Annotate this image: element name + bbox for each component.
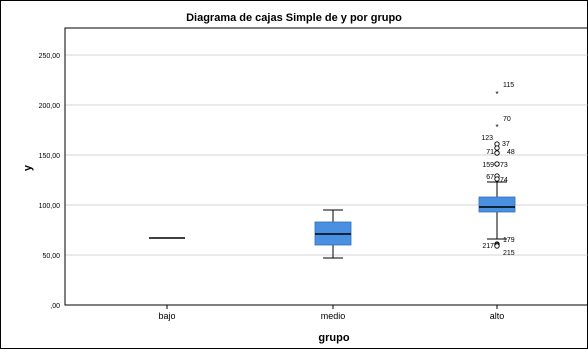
y-tick-label: ,00 <box>50 303 60 310</box>
outlier-star: * <box>495 90 498 99</box>
chart-title: Diagrama de cajas Simple de y por grupo <box>186 12 402 24</box>
box-iqr <box>478 196 516 213</box>
outlier-circle <box>494 176 500 182</box>
x-tick-label: alto <box>490 311 505 321</box>
outlier-circle <box>494 161 500 167</box>
outlier-circle <box>494 145 500 151</box>
x-axis-label: grupo <box>318 332 349 344</box>
outlier-label: 215 <box>503 250 515 257</box>
outlier-label: 48 <box>507 149 515 156</box>
outlier-label: 115 <box>503 82 514 89</box>
outlier-label: 71 <box>486 149 494 156</box>
plot-area <box>64 27 588 306</box>
y-tick-label: 100,00 <box>39 203 61 210</box>
outlier-label: 159 <box>482 162 494 169</box>
outlier-label: 73 <box>500 162 508 169</box>
x-tick-label: medio <box>321 311 346 321</box>
outlier-circle <box>494 243 500 249</box>
outlier-circle <box>494 150 500 156</box>
outlier-star: * <box>495 123 498 132</box>
x-axis: bajo medio alto <box>158 305 504 321</box>
y-axis: ,00 50,00 100,00 150,00 200,00 250,00 <box>39 53 61 310</box>
outliers: * 115 * 70 123 37 71 48 159 73 67 74 179 217 215 <box>481 82 515 257</box>
boxes <box>149 181 516 259</box>
outlier-label: 217 <box>482 243 494 250</box>
outlier-label: 123 <box>481 135 493 142</box>
box-medio <box>314 209 352 259</box>
x-tick-label: bajo <box>158 311 175 321</box>
outlier-label: 74 <box>500 177 508 184</box>
y-tick-label: 50,00 <box>42 253 60 260</box>
outlier-label: 37 <box>502 141 510 148</box>
outlier-label: 67 <box>486 174 494 181</box>
y-tick-label: 250,00 <box>39 53 61 60</box>
y-tick-label: 200,00 <box>39 103 61 110</box>
box-alto <box>478 181 516 240</box>
outlier-label: 70 <box>503 116 511 123</box>
y-axis-label: y <box>22 164 34 171</box>
outlier-label: 179 <box>503 237 515 244</box>
y-tick-label: 150,00 <box>39 153 61 160</box>
